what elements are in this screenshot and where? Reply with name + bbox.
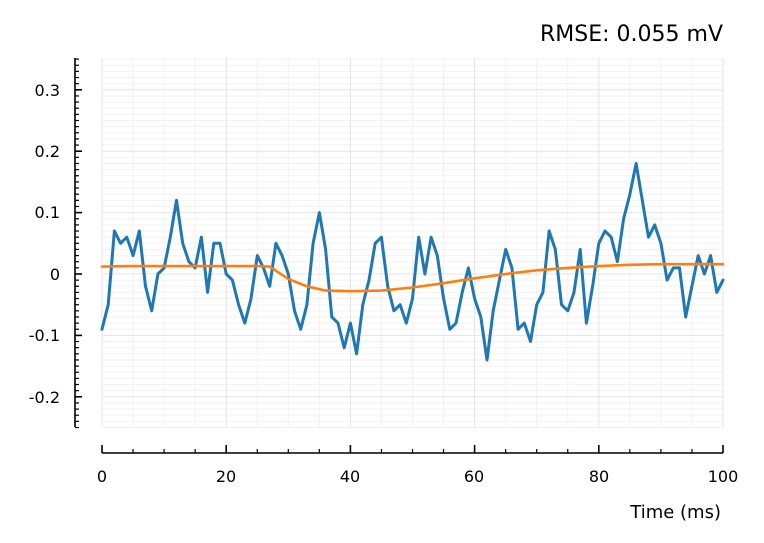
series-line-2 bbox=[100, 262, 725, 293]
y-tick-label: 0 bbox=[50, 265, 60, 284]
x-tick-label: 0 bbox=[97, 467, 107, 486]
x-axis-label: Time (ms) bbox=[629, 502, 721, 523]
x-tick-label: 60 bbox=[464, 467, 484, 486]
y-tick-label: 0.3 bbox=[35, 81, 60, 100]
y-tick-label: 0.2 bbox=[35, 142, 60, 161]
series-line-1 bbox=[100, 162, 725, 362]
x-tick-label: 40 bbox=[340, 467, 360, 486]
series-layer bbox=[100, 162, 725, 362]
minor-grid bbox=[102, 58, 723, 428]
y-tick-label: -0.2 bbox=[29, 388, 60, 407]
x-tick-label: 100 bbox=[708, 467, 739, 486]
x-axis-ticks bbox=[101, 445, 724, 453]
chart-title: RMSE: 0.055 mV bbox=[540, 22, 723, 47]
x-tick-label: 20 bbox=[216, 467, 236, 486]
y-axis-ticks bbox=[75, 58, 82, 429]
y-tick-label: -0.1 bbox=[29, 326, 60, 345]
x-tick-label: 80 bbox=[589, 467, 609, 486]
y-tick-label: 0.1 bbox=[35, 203, 60, 222]
